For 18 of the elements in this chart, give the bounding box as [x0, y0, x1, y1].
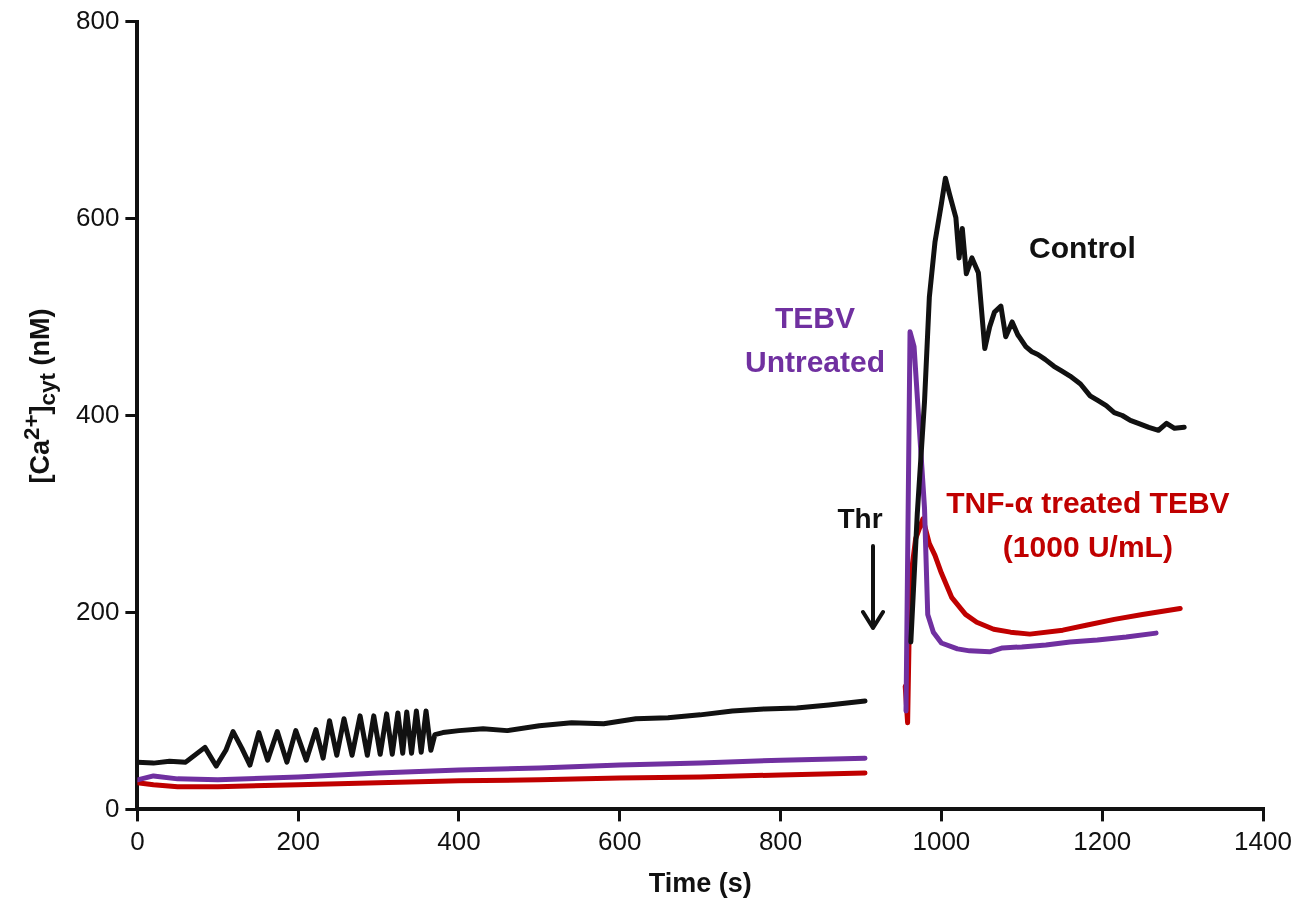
x-tick-label: 800 — [758, 826, 803, 857]
x-tick-label: 400 — [437, 826, 481, 857]
series-label: Control — [1029, 231, 1136, 265]
x-tick-label: 200 — [276, 826, 320, 857]
y-tick-label: 0 — [104, 792, 120, 823]
y-tick-label: 400 — [75, 398, 120, 429]
x-tick-label: 1200 — [1073, 826, 1132, 857]
annotation: Thr — [837, 502, 883, 534]
y-tick-label: 600 — [75, 201, 120, 232]
x-tick-label: 600 — [598, 826, 642, 857]
x-tick-label: 0 — [130, 826, 145, 857]
x-tick-label: 1000 — [912, 826, 971, 857]
y-tick-label: 800 — [75, 4, 120, 35]
x-axis-title: Time (s) — [648, 868, 752, 899]
series-label: TNF-α treated TEBV (1000 U/mL) — [946, 486, 1230, 564]
y-tick-label: 200 — [75, 595, 120, 626]
series-label: TEBV Untreated — [745, 301, 886, 379]
x-tick-label: 1400 — [1234, 826, 1292, 857]
